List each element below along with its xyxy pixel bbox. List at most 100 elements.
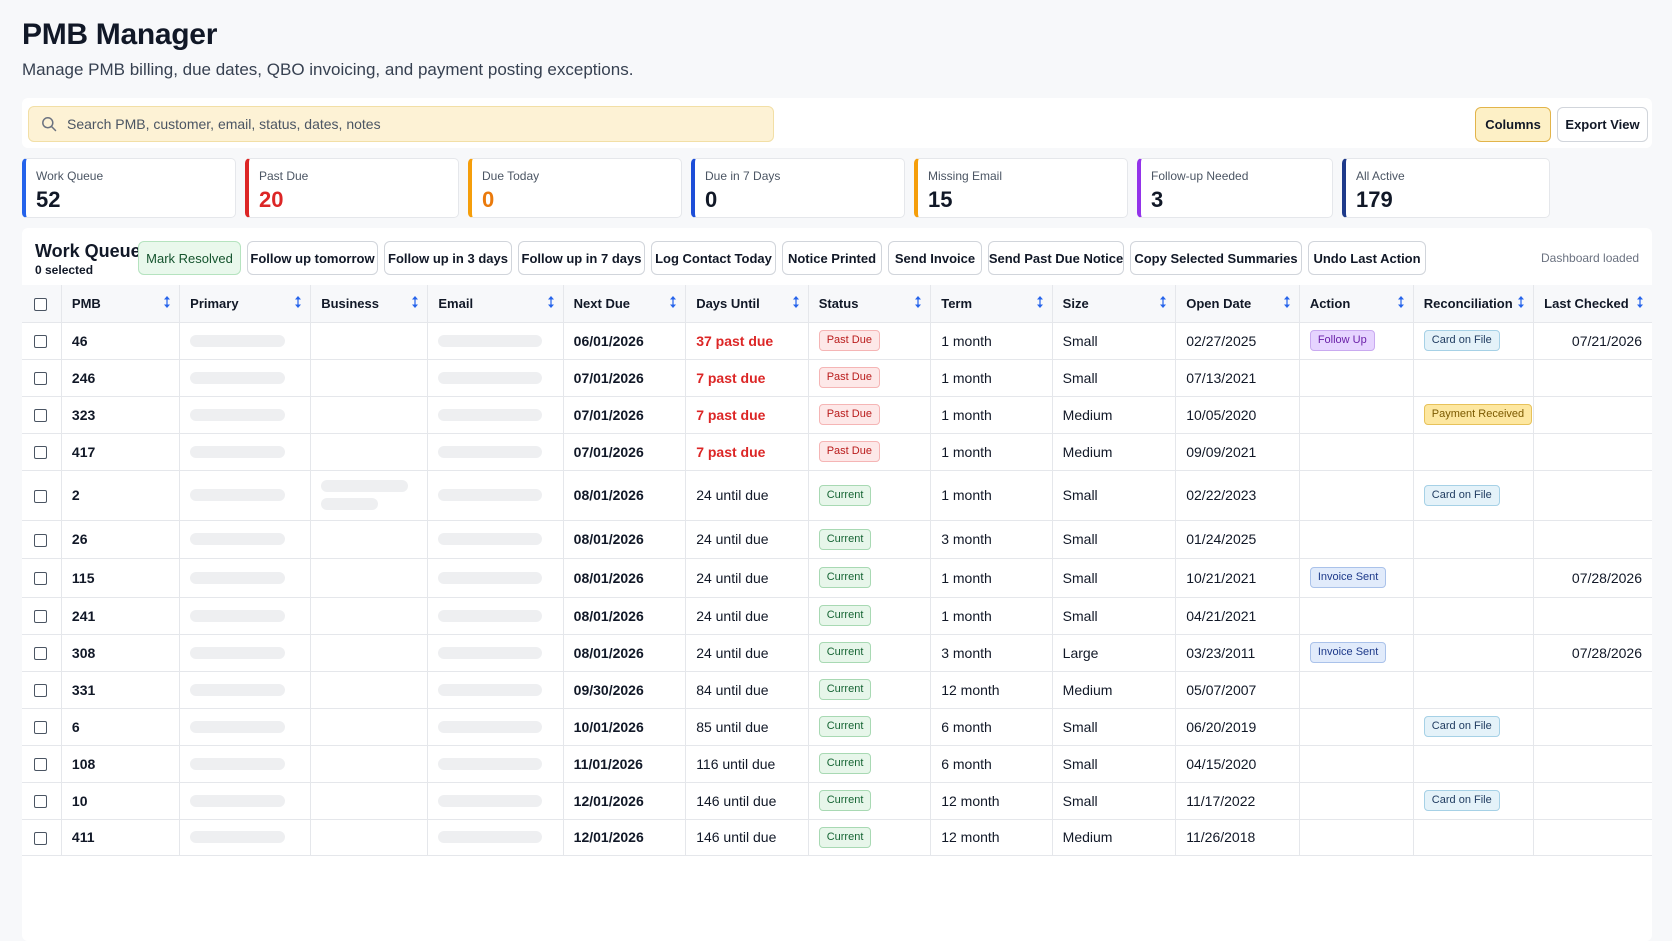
row-checkbox[interactable] <box>34 610 47 624</box>
table-row[interactable]: 331 09/30/2026 84 until due Current 12 month… <box>22 671 1652 709</box>
sort-icon[interactable] <box>1397 295 1405 309</box>
row-checkbox[interactable] <box>34 758 47 772</box>
select-all-checkbox[interactable] <box>34 297 47 311</box>
row-checkbox[interactable] <box>34 684 47 698</box>
send-past-due-notice-button[interactable]: Send Past Due Notice <box>988 241 1124 275</box>
sort-icon[interactable] <box>1036 295 1044 309</box>
column-header-label: Status <box>818 295 859 311</box>
column-header-label: Size <box>1062 295 1089 311</box>
sort-icon[interactable] <box>1283 295 1291 309</box>
action-cell <box>1299 708 1414 746</box>
action-cell <box>1299 782 1414 820</box>
table-row[interactable]: 26 08/01/2026 24 until due Current 3 month Sm… <box>22 520 1652 559</box>
column-header-primary[interactable]: Primary <box>179 285 312 323</box>
search-input[interactable] <box>67 116 747 132</box>
sort-icon[interactable] <box>547 295 555 309</box>
sort-icon[interactable] <box>294 295 302 309</box>
summary-card-past-due[interactable]: Past Due 20 <box>245 158 459 218</box>
row-checkbox[interactable] <box>34 335 47 349</box>
table-row[interactable]: 417 07/01/2026 7 past due Past Due 1 month Me… <box>22 433 1652 471</box>
follow-up-in-7-days-button[interactable]: Follow up in 7 days <box>518 241 645 275</box>
column-header-action[interactable]: Action <box>1299 285 1414 323</box>
export-view-button[interactable]: Export View <box>1557 107 1648 142</box>
card-value: 179 <box>1356 187 1393 212</box>
sort-icon[interactable] <box>163 295 171 309</box>
sort-icon[interactable] <box>411 295 419 309</box>
size-cell: Small <box>1052 470 1177 521</box>
table-row[interactable]: 246 07/01/2026 7 past due Past Due 1 month Sm… <box>22 359 1652 397</box>
pmb-cell: 417 <box>61 433 181 471</box>
next-due-cell: 12/01/2026 <box>563 819 687 856</box>
column-header-open-date[interactable]: Open Date <box>1175 285 1300 323</box>
table-body: 46 06/01/2026 37 past due Past Due 1 month Sm… <box>22 322 1652 856</box>
column-header-business[interactable]: Business <box>310 285 429 323</box>
table-row[interactable]: 411 12/01/2026 146 until due Current 12 mont… <box>22 819 1652 856</box>
column-header-reconciliation[interactable]: Reconciliation <box>1413 285 1535 323</box>
summary-card-due-today[interactable]: Due Today 0 <box>468 158 682 218</box>
size-cell: Medium <box>1052 819 1177 856</box>
table-row[interactable]: 2 08/01/2026 24 until due Current 1 month Sma… <box>22 470 1652 521</box>
follow-up-tomorrow-button[interactable]: Follow up tomorrow <box>247 241 378 275</box>
row-checkbox[interactable] <box>34 533 47 547</box>
table-row[interactable]: 323 07/01/2026 7 past due Past Due 1 month Me… <box>22 396 1652 434</box>
follow-up-in-3-days-button[interactable]: Follow up in 3 days <box>384 241 512 275</box>
row-checkbox[interactable] <box>34 831 47 845</box>
summary-card-due-in-7-days[interactable]: Due in 7 Days 0 <box>691 158 905 218</box>
status-badge: Current <box>818 679 872 700</box>
row-checkbox[interactable] <box>34 721 47 735</box>
undo-last-action-button[interactable]: Undo Last Action <box>1308 241 1426 275</box>
row-checkbox[interactable] <box>34 572 47 586</box>
table-row[interactable]: 46 06/01/2026 37 past due Past Due 1 month Sm… <box>22 322 1652 360</box>
status-badge: Current <box>818 716 872 737</box>
notice-printed-button[interactable]: Notice Printed <box>782 241 882 275</box>
columns-button[interactable]: Columns <box>1475 107 1551 142</box>
column-header-size[interactable]: Size <box>1052 285 1177 323</box>
row-select-cell <box>22 520 62 559</box>
summary-card-all-active[interactable]: All Active 179 <box>1342 158 1550 218</box>
primary-cell <box>179 520 312 559</box>
row-checkbox[interactable] <box>34 446 47 460</box>
column-header-label: Term <box>941 295 973 311</box>
column-header-last-checked[interactable]: Last Checked <box>1533 285 1652 323</box>
table-row[interactable]: 115 08/01/2026 24 until due Current 1 month S… <box>22 558 1652 598</box>
sort-icon[interactable] <box>669 295 677 309</box>
row-checkbox[interactable] <box>34 795 47 809</box>
send-invoice-button[interactable]: Send Invoice <box>888 241 982 275</box>
column-header-email[interactable]: Email <box>427 285 564 323</box>
row-checkbox[interactable] <box>34 647 47 661</box>
row-checkbox[interactable] <box>34 372 47 386</box>
primary-placeholder <box>190 794 286 807</box>
sort-icon[interactable] <box>1517 295 1525 309</box>
row-checkbox[interactable] <box>34 489 47 503</box>
row-checkbox[interactable] <box>34 409 47 423</box>
reconciliation-cell: Card on File <box>1413 782 1535 820</box>
size-cell: Small <box>1052 782 1177 820</box>
summary-card-follow-up-needed[interactable]: Follow-up Needed 3 <box>1137 158 1333 218</box>
row-select-cell <box>22 558 62 598</box>
table-row[interactable]: 108 11/01/2026 116 until due Current 6 month… <box>22 745 1652 783</box>
term-cell: 12 month <box>930 819 1053 856</box>
column-header-term[interactable]: Term <box>930 285 1053 323</box>
column-header-days-until[interactable]: Days Until <box>685 285 809 323</box>
primary-placeholder <box>190 445 286 458</box>
pmb-cell: 308 <box>61 634 181 672</box>
table-row[interactable]: 6 10/01/2026 85 until due Current 6 month Sma… <box>22 708 1652 746</box>
column-header-next-due[interactable]: Next Due <box>563 285 687 323</box>
search-box[interactable] <box>28 106 774 142</box>
mark-resolved-button[interactable]: Mark Resolved <box>138 241 241 275</box>
sort-icon[interactable] <box>792 295 800 309</box>
table-row[interactable]: 241 08/01/2026 24 until due Current 1 month S… <box>22 597 1652 635</box>
table-row[interactable]: 308 08/01/2026 24 until due Current 3 month L… <box>22 634 1652 672</box>
size-cell: Small <box>1052 745 1177 783</box>
summary-card-work-queue[interactable]: Work Queue 52 <box>22 158 236 218</box>
copy-selected-summaries-button[interactable]: Copy Selected Summaries <box>1130 241 1302 275</box>
column-header-status[interactable]: Status <box>808 285 932 323</box>
sort-icon[interactable] <box>1636 295 1644 309</box>
table-row[interactable]: 10 12/01/2026 146 until due Current 12 month… <box>22 782 1652 820</box>
column-header-pmb[interactable]: PMB <box>61 285 181 323</box>
summary-card-missing-email[interactable]: Missing Email 15 <box>914 158 1128 218</box>
status-cell: Past Due <box>808 359 932 397</box>
log-contact-today-button[interactable]: Log Contact Today <box>651 241 776 275</box>
sort-icon[interactable] <box>1159 295 1167 309</box>
sort-icon[interactable] <box>914 295 922 309</box>
